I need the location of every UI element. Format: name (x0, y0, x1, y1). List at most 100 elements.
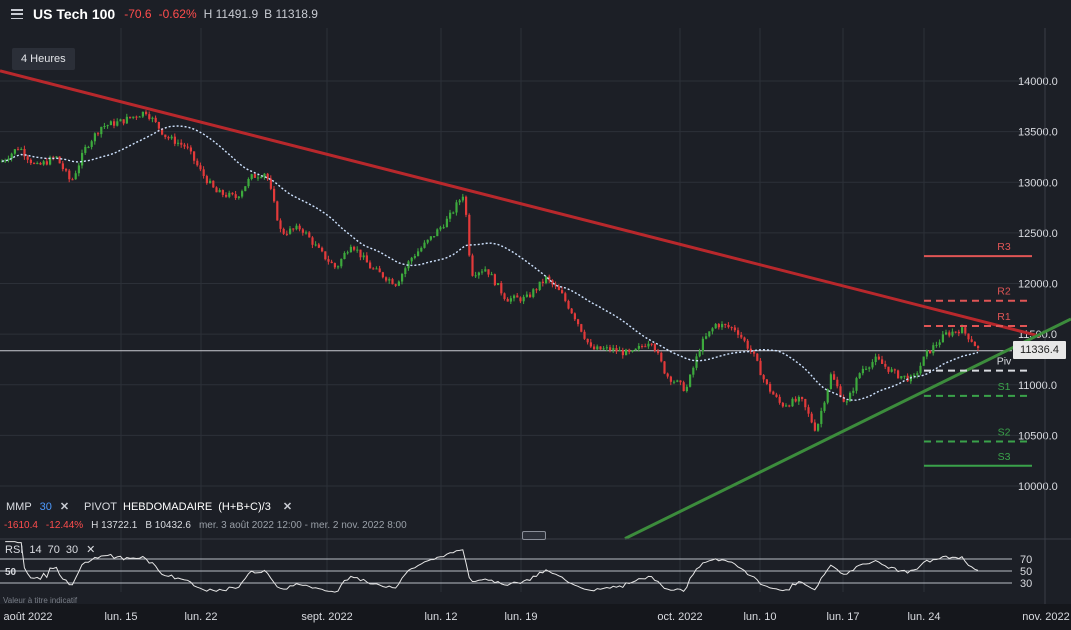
mmp-period[interactable]: 30 (39, 500, 52, 513)
candle-body (273, 188, 276, 202)
candle-body (541, 281, 544, 283)
candle-body (657, 350, 660, 353)
candle-body (333, 263, 336, 268)
candle-body (791, 398, 794, 407)
rsi-label: RSI (5, 543, 24, 556)
candle-body (148, 114, 151, 119)
candle-body (289, 228, 292, 234)
candle-body (797, 397, 800, 402)
candle-body (852, 390, 855, 393)
indicator-pivot[interactable]: PIVOT HEBDOMADAIRE (H+B+C)/3 ✕ (84, 500, 293, 514)
candle-body (42, 161, 45, 165)
rsi-period[interactable]: 14 (29, 543, 42, 556)
candle-body (84, 146, 87, 153)
y-tick-label: 10000.0 (1018, 481, 1058, 493)
time-axis[interactable]: août 2022 lun. 15 lun. 22 sept. 2022 lun. 12… (0, 604, 1071, 630)
candle-body (4, 160, 7, 162)
candle-body (564, 293, 567, 301)
candle-body (977, 346, 980, 349)
candle-body (769, 384, 772, 392)
candle-body (631, 350, 634, 352)
candle-body (788, 405, 791, 407)
candle-body (74, 173, 77, 180)
timeframe-selector[interactable]: 4 Heures (12, 48, 75, 70)
symbol-name[interactable]: US Tech 100 (33, 6, 116, 22)
remove-rsi-icon[interactable]: ✕ (86, 544, 96, 556)
remove-mmp-icon[interactable]: ✕ (59, 501, 70, 513)
moving-average (1, 125, 979, 402)
rsi-line (5, 541, 979, 593)
candle-body (177, 142, 180, 144)
candle-body (391, 279, 394, 285)
candle-body (183, 144, 186, 147)
rsi-legend[interactable]: RSI 14 70 30 ✕ (5, 543, 96, 557)
candle-body (884, 363, 887, 367)
x-tick-label: lun. 22 (184, 611, 218, 623)
range-change-pct: -12.44% (45, 520, 84, 531)
candle-body (39, 163, 42, 165)
hamburger-menu-icon[interactable] (11, 9, 23, 19)
candle-body (877, 356, 880, 360)
candle-body (122, 119, 125, 124)
candle-body (388, 279, 391, 281)
candle-body (257, 177, 260, 179)
pivot-formula[interactable]: (H+B+C)/3 (218, 500, 271, 513)
range-change: -1610.4 (4, 520, 38, 531)
rsi-level-label-70: 70 (1020, 554, 1032, 566)
candle-body (87, 146, 90, 148)
candle-body (385, 277, 388, 281)
candle-body (180, 142, 183, 145)
candle-body (740, 334, 743, 338)
candle-body (765, 379, 768, 385)
candle-body (189, 147, 192, 152)
indicator-mmp[interactable]: MMP 30 ✕ (6, 500, 70, 514)
panel-resize-handle[interactable] (522, 531, 546, 540)
candle-body (10, 153, 13, 159)
candle-body (919, 365, 922, 374)
candle-body (157, 121, 160, 129)
candle-body (570, 308, 573, 314)
candle-body (945, 332, 948, 335)
candle-body (490, 274, 493, 276)
candle-body (145, 111, 148, 115)
candle-body (801, 397, 804, 400)
price-change-pct: -0.62% (158, 7, 197, 21)
candle-body (337, 266, 340, 268)
candle-body (65, 169, 68, 171)
candle-body (593, 346, 596, 350)
candle-body (106, 125, 109, 127)
remove-pivot-icon[interactable]: ✕ (282, 501, 293, 513)
candlesticks (1, 110, 980, 432)
candle-body (772, 391, 775, 395)
x-tick-label: lun. 12 (424, 611, 458, 623)
candle-body (369, 262, 372, 269)
price-chart[interactable]: 14000.013500.013000.012500.012000.011500… (0, 0, 1071, 604)
range-high: H 13722.1 (91, 520, 138, 531)
candle-body (567, 300, 570, 309)
candle-body (247, 178, 250, 187)
candle-body (330, 261, 333, 264)
candle-body (429, 236, 432, 240)
candle-body (836, 379, 839, 387)
candle-body (138, 116, 141, 118)
candle-body (97, 133, 100, 135)
candle-body (868, 367, 871, 369)
rsi-lower[interactable]: 30 (65, 543, 79, 556)
trendlines (0, 69, 1071, 540)
candle-body (778, 396, 781, 403)
candle-body (468, 214, 471, 256)
candle-body (433, 236, 436, 238)
pivot-label-r1: R1 (997, 311, 1011, 323)
x-tick-label: nov. 2022 (1022, 611, 1070, 623)
candle-body (506, 298, 509, 302)
candle-body (173, 136, 176, 144)
candle-body (231, 192, 234, 195)
pivot-type[interactable]: HEBDOMADAIRE (123, 500, 213, 513)
candle-body (753, 351, 756, 354)
candle-body (532, 289, 535, 297)
candle-body (516, 295, 519, 298)
candle-body (957, 331, 960, 334)
chart-grid (0, 28, 1045, 592)
rsi-upper[interactable]: 70 (47, 543, 60, 556)
